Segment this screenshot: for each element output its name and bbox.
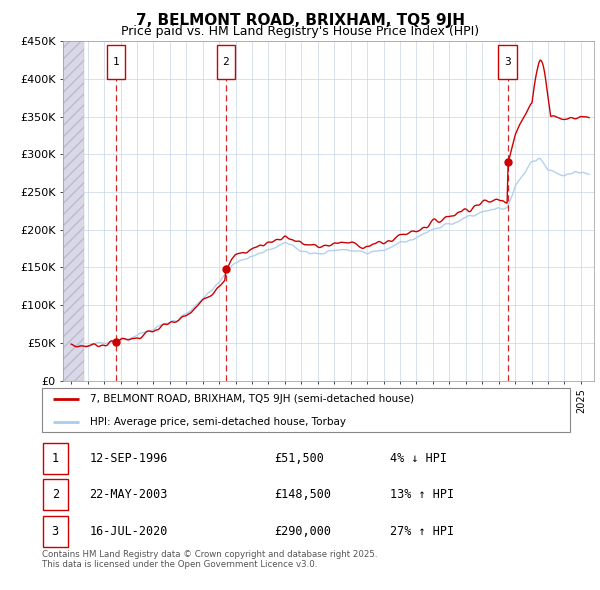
Bar	[63, 41, 85, 381]
Text: 2: 2	[52, 488, 59, 501]
Text: £148,500: £148,500	[274, 488, 331, 501]
Text: 4% ↓ HPI: 4% ↓ HPI	[391, 452, 448, 465]
FancyBboxPatch shape	[217, 45, 235, 79]
Text: 12-SEP-1996: 12-SEP-1996	[89, 452, 168, 465]
Text: 27% ↑ HPI: 27% ↑ HPI	[391, 525, 455, 538]
Text: £51,500: £51,500	[274, 452, 324, 465]
FancyBboxPatch shape	[499, 45, 517, 79]
Text: 22-MAY-2003: 22-MAY-2003	[89, 488, 168, 501]
FancyBboxPatch shape	[43, 516, 68, 547]
Text: 13% ↑ HPI: 13% ↑ HPI	[391, 488, 455, 501]
Text: 16-JUL-2020: 16-JUL-2020	[89, 525, 168, 538]
Text: £290,000: £290,000	[274, 525, 331, 538]
Text: 7, BELMONT ROAD, BRIXHAM, TQ5 9JH: 7, BELMONT ROAD, BRIXHAM, TQ5 9JH	[136, 13, 464, 28]
Text: 1: 1	[52, 452, 59, 465]
FancyBboxPatch shape	[43, 443, 68, 474]
Text: 3: 3	[52, 525, 59, 538]
FancyBboxPatch shape	[42, 388, 570, 432]
Text: 2: 2	[222, 57, 229, 67]
Text: 3: 3	[504, 57, 511, 67]
Text: HPI: Average price, semi-detached house, Torbay: HPI: Average price, semi-detached house,…	[89, 417, 346, 427]
FancyBboxPatch shape	[43, 479, 68, 510]
Text: Price paid vs. HM Land Registry's House Price Index (HPI): Price paid vs. HM Land Registry's House …	[121, 25, 479, 38]
FancyBboxPatch shape	[107, 45, 125, 79]
Text: 1: 1	[112, 57, 119, 67]
Text: 7, BELMONT ROAD, BRIXHAM, TQ5 9JH (semi-detached house): 7, BELMONT ROAD, BRIXHAM, TQ5 9JH (semi-…	[89, 394, 413, 404]
Text: Contains HM Land Registry data © Crown copyright and database right 2025.
This d: Contains HM Land Registry data © Crown c…	[42, 550, 377, 569]
